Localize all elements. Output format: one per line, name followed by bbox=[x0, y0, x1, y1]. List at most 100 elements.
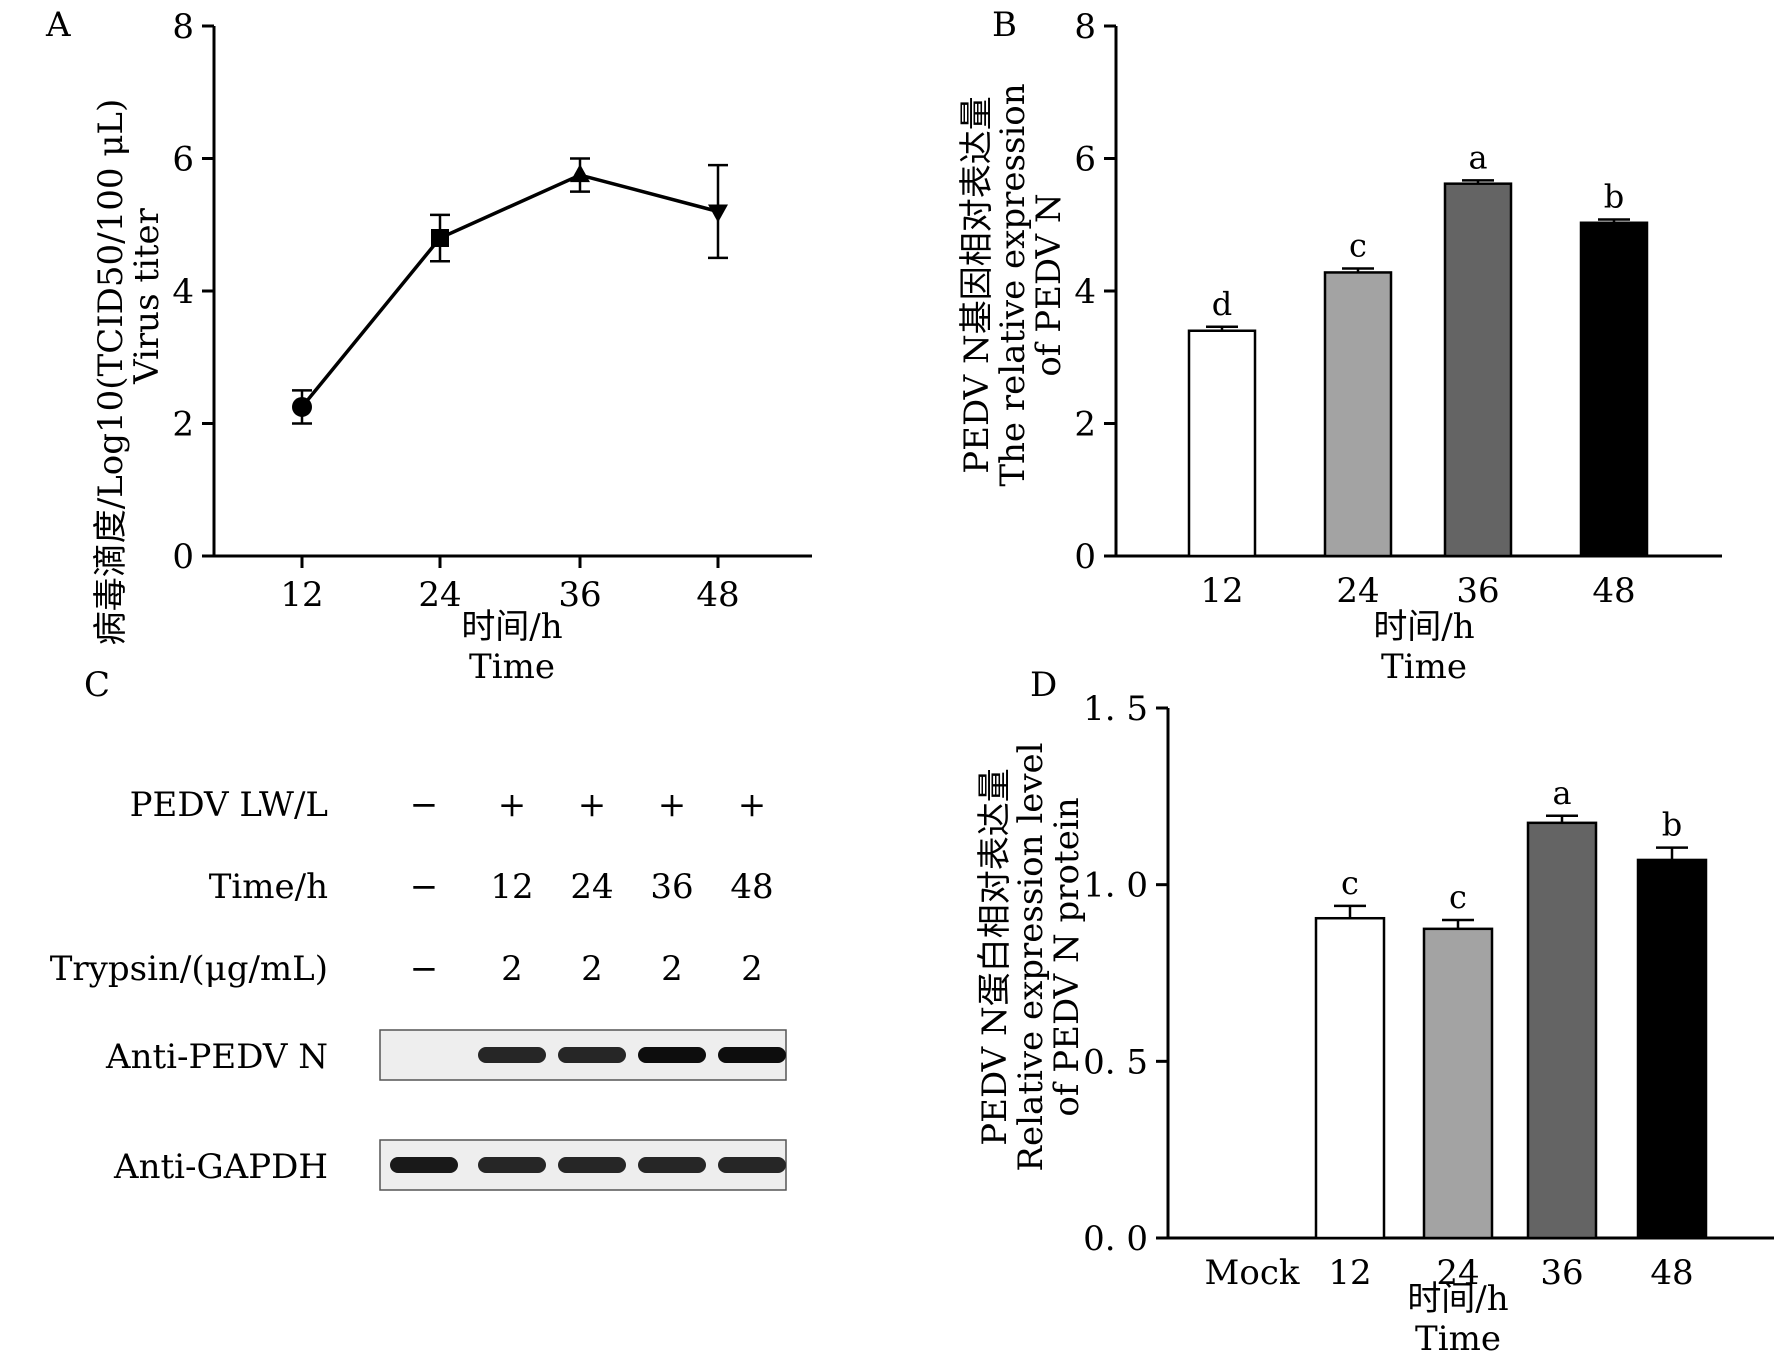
bar bbox=[1526, 821, 1598, 1240]
data-point-triangle-up bbox=[570, 164, 590, 183]
blot-band bbox=[390, 1157, 458, 1173]
panel-c-condition-rows: PEDV LW/L − + + + + Time/h − 12 24 36 48 Trypsin/(μg… bbox=[50, 785, 774, 989]
bar bbox=[1323, 271, 1393, 558]
condition-value: 24 bbox=[570, 867, 613, 907]
x-tick-label: 24 bbox=[1336, 571, 1379, 611]
panel-a-x-ticks: 12 24 36 48 bbox=[280, 556, 740, 615]
significance-letter: c bbox=[1349, 226, 1367, 264]
bar bbox=[1314, 916, 1386, 1240]
x-tick-label: 36 bbox=[1456, 571, 1499, 611]
series-line bbox=[300, 173, 719, 409]
panel-d-x-ticks: Mock 12 24 36 48 bbox=[1205, 1253, 1694, 1293]
significance-letter: b bbox=[1662, 806, 1682, 844]
blot-label: Anti-PEDV N bbox=[105, 1037, 328, 1077]
blot-band bbox=[638, 1157, 706, 1173]
blot-band bbox=[638, 1047, 706, 1063]
y-tick-label: 8 bbox=[1074, 7, 1096, 47]
condition-value: 2 bbox=[741, 949, 763, 989]
condition-value: − bbox=[410, 867, 439, 907]
panel-b-x-ticks: 12 24 36 48 bbox=[1200, 571, 1635, 611]
condition-value: − bbox=[410, 785, 439, 825]
panel-d-bar-chart: 0. 0 0. 5 1. 0 1. 5 Mock 12 24 36 48 c c a b PEDV … bbox=[975, 689, 1774, 1359]
panel-letter-b: B bbox=[992, 5, 1017, 45]
data-point-circle bbox=[292, 396, 312, 417]
significance-letter: b bbox=[1604, 177, 1624, 215]
y-tick-label: 1. 5 bbox=[1083, 689, 1148, 729]
panel-b-x-label-2: Time bbox=[1381, 647, 1467, 687]
panel-b-y-ticks: 0 2 4 6 8 bbox=[1074, 7, 1116, 577]
condition-value: + bbox=[578, 785, 607, 825]
condition-value: + bbox=[738, 785, 767, 825]
y-tick-label: 6 bbox=[1074, 140, 1096, 180]
data-point-triangle-down bbox=[708, 204, 728, 223]
condition-value: 12 bbox=[490, 867, 533, 907]
condition-value: − bbox=[410, 949, 439, 989]
x-tick-label: Mock bbox=[1205, 1253, 1300, 1293]
x-tick-label: 12 bbox=[1200, 571, 1243, 611]
blot-band bbox=[718, 1047, 786, 1063]
condition-value: 48 bbox=[730, 867, 773, 907]
panel-a-y-ticks: 0 2 4 6 8 bbox=[172, 7, 214, 577]
condition-value: 2 bbox=[581, 949, 603, 989]
y-tick-label: 2 bbox=[1074, 405, 1096, 445]
y-tick-label: 1. 0 bbox=[1083, 866, 1148, 906]
condition-value: + bbox=[498, 785, 527, 825]
x-tick-label: 48 bbox=[696, 575, 739, 615]
x-tick-label: 36 bbox=[558, 575, 601, 615]
condition-label: PEDV LW/L bbox=[130, 785, 328, 825]
blot-band bbox=[558, 1157, 626, 1173]
significance-letter: a bbox=[1468, 138, 1487, 176]
y-tick-label: 0 bbox=[172, 537, 194, 577]
significance-letter: c bbox=[1449, 878, 1467, 916]
data-point-square bbox=[431, 229, 449, 247]
panel-letter-a: A bbox=[45, 5, 71, 45]
x-tick-label: 24 bbox=[1436, 1253, 1479, 1293]
x-tick-label: 48 bbox=[1592, 571, 1635, 611]
panel-a-axes bbox=[212, 26, 812, 558]
y-tick-label: 4 bbox=[172, 272, 194, 312]
condition-label: Trypsin/(μg/mL) bbox=[50, 949, 328, 989]
blot-band bbox=[478, 1157, 546, 1173]
blot-band bbox=[558, 1047, 626, 1063]
panel-b-x-label-1: 时间/h bbox=[1373, 607, 1474, 647]
condition-value: 2 bbox=[661, 949, 683, 989]
blot-band bbox=[478, 1047, 546, 1063]
bar bbox=[1187, 329, 1257, 558]
panel-b-y-label-2: The relative expression bbox=[993, 83, 1033, 486]
significance-letter: c bbox=[1341, 864, 1359, 902]
y-tick-label: 0. 5 bbox=[1083, 1042, 1148, 1082]
panel-c-western-blot: PEDV LW/L − + + + + Time/h − 12 24 36 48 Trypsin/(μg… bbox=[50, 785, 787, 1191]
y-tick-label: 2 bbox=[172, 405, 194, 445]
x-tick-label: 12 bbox=[1328, 1253, 1371, 1293]
y-tick-label: 4 bbox=[1074, 272, 1096, 312]
bar bbox=[1443, 182, 1513, 558]
bar bbox=[1636, 858, 1708, 1240]
panel-letter-c: C bbox=[84, 665, 110, 705]
panel-b-bars: d c a b bbox=[1187, 138, 1649, 558]
panel-d-y-label-2: Relative expression level bbox=[1011, 742, 1051, 1171]
panel-a-x-label-2: Time bbox=[469, 647, 555, 687]
x-tick-label: 36 bbox=[1540, 1253, 1583, 1293]
condition-label: Time/h bbox=[209, 867, 328, 907]
condition-value: + bbox=[658, 785, 687, 825]
y-tick-label: 0 bbox=[1074, 537, 1096, 577]
panel-d-y-label-3: of PEDV N protein bbox=[1047, 797, 1087, 1116]
panel-b-y-label-1: PEDV N基因相对表达量 bbox=[957, 96, 997, 473]
condition-value: 36 bbox=[650, 867, 693, 907]
panel-d-x-label-1: 时间/h bbox=[1407, 1279, 1508, 1319]
bar bbox=[1579, 221, 1649, 558]
bar bbox=[1422, 927, 1494, 1240]
y-tick-label: 6 bbox=[172, 140, 194, 180]
panel-a-series bbox=[292, 157, 728, 425]
x-tick-label: 48 bbox=[1650, 1253, 1693, 1293]
x-tick-label: 12 bbox=[280, 575, 323, 615]
x-tick-label: 24 bbox=[418, 575, 461, 615]
significance-letter: a bbox=[1552, 774, 1571, 812]
blot-label: Anti-GAPDH bbox=[113, 1147, 328, 1187]
panel-c-blots: Anti-PEDV N Anti-GAPDH bbox=[105, 1029, 787, 1191]
condition-value: 2 bbox=[501, 949, 523, 989]
blot-band bbox=[718, 1157, 786, 1173]
panel-d-y-ticks: 0. 0 0. 5 1. 0 1. 5 bbox=[1083, 689, 1168, 1259]
